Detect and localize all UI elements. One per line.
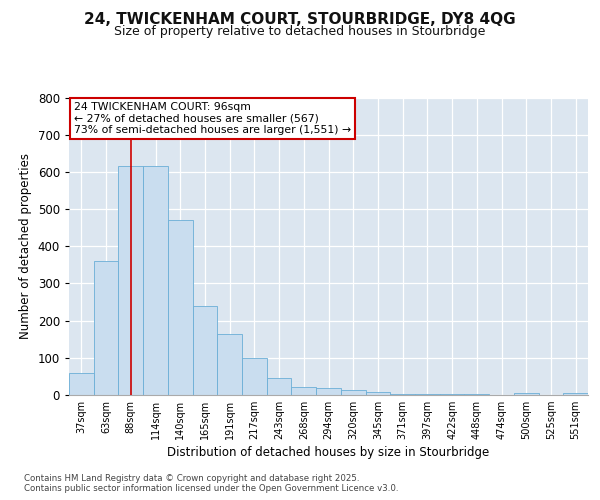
- Text: Size of property relative to detached houses in Stourbridge: Size of property relative to detached ho…: [115, 25, 485, 38]
- X-axis label: Distribution of detached houses by size in Stourbridge: Distribution of detached houses by size …: [167, 446, 490, 460]
- Bar: [143, 166, 168, 395]
- Bar: [94, 261, 118, 395]
- Text: Contains HM Land Registry data © Crown copyright and database right 2025.: Contains HM Land Registry data © Crown c…: [24, 474, 359, 483]
- Text: Contains public sector information licensed under the Open Government Licence v3: Contains public sector information licen…: [24, 484, 398, 493]
- Text: 24 TWICKENHAM COURT: 96sqm
← 27% of detached houses are smaller (567)
73% of sem: 24 TWICKENHAM COURT: 96sqm ← 27% of deta…: [74, 102, 352, 135]
- Bar: [390, 394, 415, 395]
- Bar: [267, 378, 292, 395]
- Bar: [440, 394, 464, 395]
- Bar: [563, 393, 588, 395]
- Bar: [292, 387, 316, 395]
- Bar: [118, 166, 143, 395]
- Bar: [193, 306, 217, 395]
- Bar: [217, 334, 242, 395]
- Y-axis label: Number of detached properties: Number of detached properties: [19, 153, 32, 340]
- Bar: [514, 393, 539, 395]
- Bar: [464, 394, 489, 395]
- Bar: [415, 394, 440, 395]
- Bar: [316, 388, 341, 395]
- Bar: [168, 220, 193, 395]
- Bar: [242, 358, 267, 395]
- Bar: [341, 390, 365, 395]
- Bar: [69, 372, 94, 395]
- Bar: [365, 392, 390, 395]
- Text: 24, TWICKENHAM COURT, STOURBRIDGE, DY8 4QG: 24, TWICKENHAM COURT, STOURBRIDGE, DY8 4…: [84, 12, 516, 28]
